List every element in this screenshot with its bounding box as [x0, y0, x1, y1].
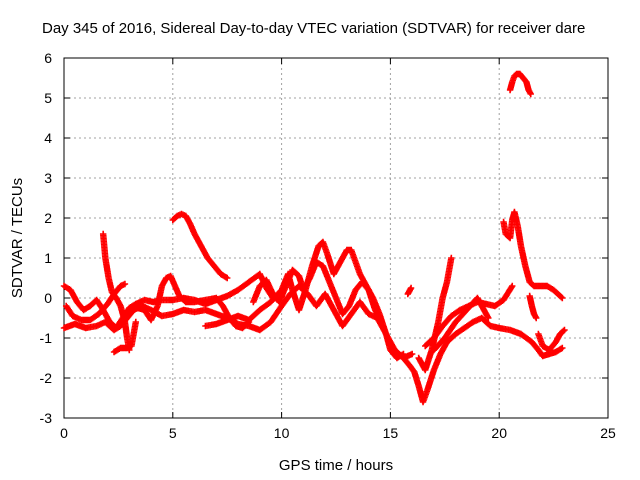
series-s17	[535, 326, 568, 354]
data-markers	[60, 70, 568, 406]
x-tick-label: 10	[274, 425, 290, 441]
data-point	[485, 314, 492, 322]
x-tick-label: 20	[491, 425, 507, 441]
y-tick-label: 1	[44, 250, 52, 266]
y-tick-label: 3	[44, 170, 52, 186]
series-s3	[62, 280, 129, 324]
y-tick-label: 0	[44, 290, 52, 306]
series-s4	[99, 230, 133, 354]
series-s5	[110, 318, 140, 356]
data-point	[560, 327, 567, 335]
data-point	[527, 90, 534, 98]
y-tick-label: -2	[40, 370, 53, 386]
series-s18	[506, 70, 534, 98]
axis-ticks: 0 5 10 15 20 25 -3 -2 -1 0 1 2 3 4 5 6	[40, 50, 616, 441]
x-tick-label: 25	[600, 425, 616, 441]
series-s14	[404, 284, 415, 298]
y-tick-label: -3	[40, 410, 53, 426]
x-tick-label: 0	[60, 425, 68, 441]
y-tick-label: 6	[44, 50, 52, 66]
series-s16	[526, 292, 540, 322]
series-s8	[202, 238, 407, 362]
data-point	[408, 350, 416, 358]
x-tick-label: 15	[383, 425, 399, 441]
data-point	[559, 344, 566, 352]
y-tick-label: 4	[44, 130, 52, 146]
data-point	[558, 293, 565, 301]
series-s11	[415, 254, 455, 374]
data-point	[509, 282, 516, 290]
x-tick-label: 5	[169, 425, 177, 441]
y-tick-label: -1	[40, 330, 53, 346]
series-s7	[169, 210, 231, 282]
x-axis-label: GPS time / hours	[279, 457, 393, 474]
data-point	[224, 274, 231, 282]
data-point	[559, 294, 566, 302]
series-s9	[250, 258, 385, 326]
series-s13	[430, 294, 492, 354]
plot-frame	[63, 57, 609, 419]
chart-title: Day 345 of 2016, Sidereal Day-to-day VTE…	[42, 20, 585, 37]
series-s15	[500, 208, 566, 302]
data-point	[132, 318, 140, 326]
y-axis-label: SDTVAR / TECUs	[9, 178, 26, 298]
series-s12	[422, 282, 516, 350]
y-tick-label: 2	[44, 210, 52, 226]
series-s10	[400, 314, 566, 406]
y-tick-label: 5	[44, 90, 52, 106]
data-point	[448, 254, 455, 262]
grid-lines	[64, 58, 608, 418]
data-point	[561, 326, 568, 334]
data-point	[378, 318, 385, 326]
data-point	[532, 314, 540, 322]
data-point	[407, 284, 415, 292]
data-point	[121, 280, 129, 288]
